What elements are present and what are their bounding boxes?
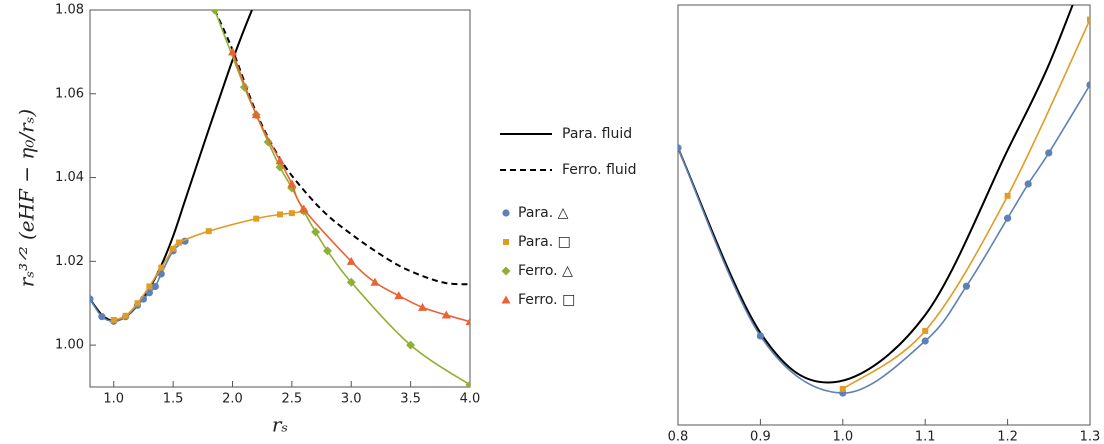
plot-area [678,5,1090,397]
x-tick-label: 4.0 [460,392,481,407]
marker [465,380,470,387]
x-tick-label: 1.2 [997,430,1018,444]
legend-label: Ferro. □ [518,292,575,308]
marker [1087,16,1090,23]
marker [134,300,141,307]
marker [151,282,159,291]
legend-swatch [503,239,509,245]
marker [146,283,153,290]
legend-swatch [501,266,511,276]
marker [406,340,416,350]
marker [1024,180,1032,188]
x-tick-label: 0.9 [750,430,771,444]
x-tick-label: 1.0 [103,392,124,407]
x-tick-label: 3.5 [400,392,421,407]
x-tick-label: 2.5 [282,392,303,407]
y-tick-label: 1.00 [55,338,84,353]
marker [922,327,929,334]
x-tick-label: 1.1 [915,430,936,444]
marker [678,144,682,152]
legend-label: Ferro. fluid [562,162,637,178]
marker [275,156,285,165]
marker [1045,149,1053,157]
marker [921,337,929,345]
marker [441,310,451,319]
marker [1086,81,1090,89]
legend-label: Para. □ [518,234,571,250]
x-tick-label: 1.5 [163,392,184,407]
legend-label: Para. fluid [562,126,632,142]
marker [251,110,261,119]
y-tick-label: 1.02 [55,254,84,269]
series-line [213,10,470,386]
marker [370,277,380,286]
y-axis-label: rₛ³ᐟ² (eHF − η₀/rₛ) [15,109,39,287]
marker [323,246,332,256]
marker [170,245,177,252]
legend-swatch [502,209,510,217]
x-tick-label: 2.0 [222,392,243,407]
y-tick-label: 1.08 [55,3,84,18]
marker [98,313,106,321]
marker [839,385,846,392]
x-tick-label: 1.3 [1080,430,1101,444]
series-line [113,210,304,321]
x-tick-label: 1.0 [832,430,853,444]
marker [210,10,220,15]
marker [122,312,129,319]
marker [110,316,117,323]
marker [394,291,404,300]
marker [288,210,295,217]
x-axis-label: rₛ [272,413,288,437]
marker [90,295,94,303]
legend-swatch [501,295,511,304]
marker [145,289,153,297]
marker [418,302,427,311]
marker [176,239,183,246]
legend-label: Para. △ [518,205,569,221]
series-line [678,84,1090,394]
series-line [842,19,1090,390]
marker [205,228,212,235]
marker [311,227,321,237]
marker [346,256,356,265]
plot-frame [89,9,471,388]
x-tick-label: 0.8 [668,430,689,444]
marker [158,264,165,271]
series-line [213,10,470,286]
marker [253,215,260,222]
marker [287,179,297,188]
marker [756,332,765,340]
marker [465,317,470,326]
marker [1004,214,1012,222]
marker [277,211,283,218]
y-tick-label: 1.06 [55,86,84,101]
y-tick-label: 1.04 [55,170,84,185]
series-line [678,5,1074,384]
marker [1004,192,1011,199]
marker [346,277,356,287]
plot-frame [677,4,1091,426]
legend-label: Ferro. △ [518,263,573,279]
plot-area [90,10,470,387]
x-tick-label: 3.0 [341,392,362,407]
marker [299,204,309,213]
marker [157,270,165,278]
marker [228,47,237,56]
marker [962,282,971,290]
